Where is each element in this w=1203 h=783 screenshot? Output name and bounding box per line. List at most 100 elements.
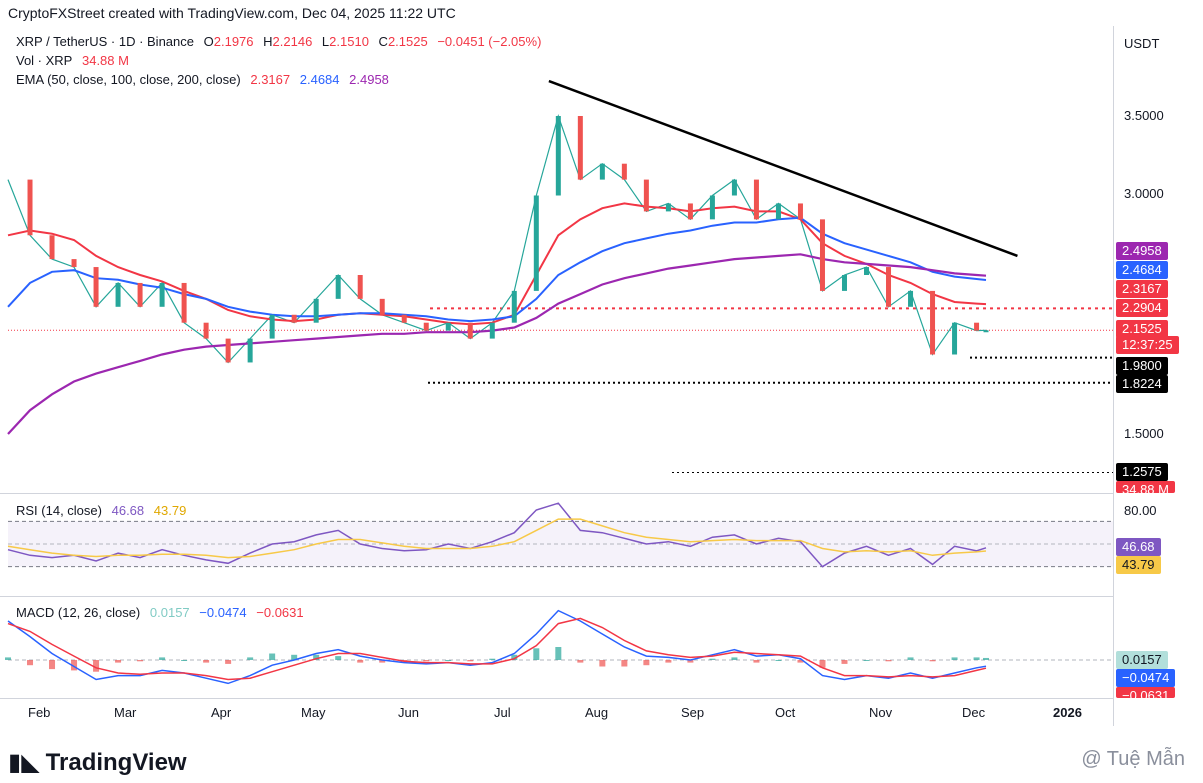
price-candle xyxy=(908,290,914,307)
price-candle xyxy=(467,322,473,339)
open-value: 2.1976 xyxy=(213,34,254,49)
price-candle xyxy=(379,298,385,315)
currency-label: USDT xyxy=(1124,36,1160,51)
month-tick: May xyxy=(301,705,326,720)
price-candle xyxy=(93,267,99,307)
macd-legend: MACD (12, 26, close) 0.0157 −0.0474 −0.0… xyxy=(16,605,310,620)
macd-histogram-bar xyxy=(577,660,584,663)
low-price-label: 1.2575 xyxy=(1116,463,1168,481)
macd-signal-value: −0.0631 xyxy=(256,605,304,620)
price-candle xyxy=(709,195,715,220)
countdown-label: 12:37:25 xyxy=(1116,336,1179,354)
macd-signal-price-label: −0.0631 xyxy=(1116,687,1176,698)
macd-histogram-bar xyxy=(489,658,496,660)
volume-value: 34.88 M xyxy=(81,53,129,68)
price-candle xyxy=(225,338,231,363)
macd-histogram-bar xyxy=(841,660,848,664)
macd-histogram-bar xyxy=(247,657,254,660)
macd-histogram-bar xyxy=(291,654,298,660)
volume-label: Vol · XRP xyxy=(16,53,73,68)
ema100-value: 2.4684 xyxy=(299,72,340,87)
ema-line xyxy=(7,216,987,323)
month-tick: Jul xyxy=(494,705,511,720)
price-candle xyxy=(423,322,429,331)
macd-histogram-bar xyxy=(929,660,936,662)
price-chart[interactable] xyxy=(0,0,1113,726)
ema200-price-label: 2.4958 xyxy=(1116,242,1168,260)
price-candle xyxy=(27,179,33,236)
price-candle xyxy=(643,179,649,212)
macd-histogram-bar xyxy=(555,647,562,660)
price-candle xyxy=(49,235,55,260)
close-label: C xyxy=(378,34,388,49)
low-label: L xyxy=(321,34,330,49)
price-candle xyxy=(775,203,781,220)
high-value: 2.2146 xyxy=(272,34,313,49)
macd-price-label: −0.0474 xyxy=(1116,669,1176,687)
macd-histogram-bar xyxy=(225,660,232,664)
macd-histogram-bar xyxy=(93,660,100,672)
price-candle xyxy=(71,259,77,268)
header-bar: CryptoFXStreet created with TradingView.… xyxy=(0,0,1203,26)
macd-histogram-bar xyxy=(379,660,386,663)
volume-price-label: 34.88 M xyxy=(1116,481,1175,493)
ema-line xyxy=(7,202,987,326)
last-price-label: 2.1525 xyxy=(1116,320,1168,338)
price-candle xyxy=(555,116,561,196)
macd-histogram-bar xyxy=(335,656,342,660)
macd-value: −0.0474 xyxy=(199,605,247,620)
price-candle xyxy=(797,203,803,220)
ema50-value: 2.3167 xyxy=(250,72,291,87)
macd-histogram-bar xyxy=(819,660,826,668)
chart-credit: CryptoFXStreet created with TradingView.… xyxy=(8,5,456,21)
price-candle xyxy=(731,179,737,196)
price-axis[interactable] xyxy=(1113,26,1114,726)
macd-histogram-bar xyxy=(775,660,782,661)
rsi-ma-line xyxy=(7,518,987,559)
macd-histogram-bar xyxy=(445,660,452,661)
macd-histogram-bar xyxy=(71,660,78,671)
ema200-value: 2.4958 xyxy=(349,72,389,87)
month-tick: Nov xyxy=(869,705,893,720)
price-candle xyxy=(974,322,980,331)
macd-pane-divider xyxy=(0,596,1113,597)
price-candle xyxy=(357,275,363,299)
price-candle xyxy=(511,290,517,323)
month-tick: Mar xyxy=(114,705,137,720)
price-candle xyxy=(445,322,451,331)
month-tick: Aug xyxy=(585,705,609,720)
rsi-legend: RSI (14, close) 46.68 43.79 xyxy=(16,503,192,518)
macd-histogram-bar xyxy=(973,657,980,660)
macd-histogram-bar xyxy=(643,660,650,666)
price-candle xyxy=(864,267,870,275)
price-candle xyxy=(401,314,407,323)
price-candle xyxy=(983,330,989,333)
macd-histogram-bar xyxy=(357,660,364,663)
macd-histogram-bar xyxy=(511,654,518,660)
macd-hist-price-label: 0.0157 xyxy=(1116,651,1168,669)
macd-histogram-bar xyxy=(753,660,760,663)
month-tick: Apr xyxy=(211,705,232,720)
month-tick: Dec xyxy=(962,705,986,720)
ema-legend: EMA (50, close, 100, close, 200, close) … xyxy=(16,72,395,87)
symbol-label: XRP / TetherUS · 1D · Binance xyxy=(16,34,194,49)
macd-signal-line xyxy=(7,617,987,681)
rsi-label: RSI (14, close) xyxy=(16,503,102,518)
price-candle xyxy=(159,282,165,307)
rsi-price-label: 46.68 xyxy=(1116,538,1161,556)
rsi-pane-divider xyxy=(0,493,1113,494)
ema100-price-label: 2.4684 xyxy=(1116,261,1168,279)
rsi-ma-price-label: 43.79 xyxy=(1116,556,1161,574)
footer: ▮◣ TradingView @ Tuệ Mẫn xyxy=(0,726,1203,783)
price-candle xyxy=(687,203,693,220)
macd-histogram-bar xyxy=(423,660,430,662)
macd-hist-value: 0.0157 xyxy=(149,605,190,620)
month-tick: Oct xyxy=(775,705,796,720)
tradingview-logo[interactable]: ▮◣ TradingView xyxy=(8,748,187,777)
ema50-price-label: 2.3167 xyxy=(1116,280,1168,298)
month-tick: Jun xyxy=(398,705,419,720)
macd-histogram-bar xyxy=(687,660,694,663)
trendline xyxy=(548,79,1018,258)
change-value: −0.0451 (−2.05%) xyxy=(437,34,542,49)
price-candle xyxy=(203,322,209,339)
